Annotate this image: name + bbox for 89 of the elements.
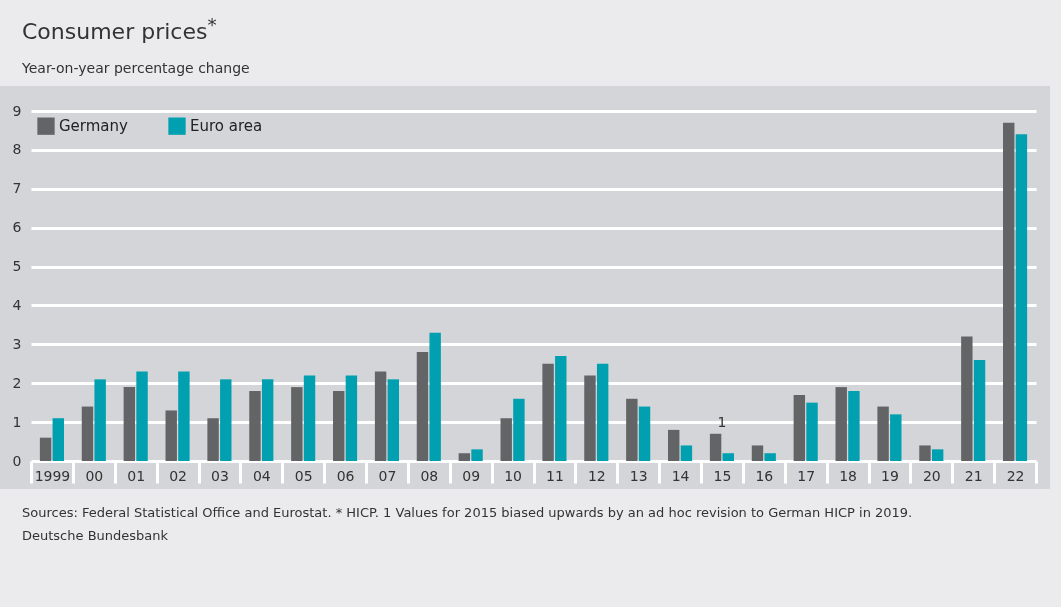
y-tick-label: 8 bbox=[12, 141, 22, 158]
x-tick-label: 09 bbox=[462, 467, 481, 484]
bar bbox=[513, 399, 525, 462]
bar bbox=[751, 445, 764, 462]
x-tick-label: 17 bbox=[797, 467, 816, 484]
bar bbox=[555, 356, 567, 462]
bar bbox=[249, 391, 261, 462]
bar bbox=[333, 391, 345, 462]
bar bbox=[416, 352, 429, 462]
bar bbox=[793, 395, 806, 462]
bar bbox=[291, 387, 303, 462]
bar bbox=[709, 434, 722, 462]
bar bbox=[596, 364, 609, 462]
bar bbox=[429, 332, 441, 462]
x-tick-label: 19 bbox=[881, 467, 899, 484]
x-tick-label: 16 bbox=[755, 467, 774, 484]
source-note: Sources: Federal Statistical Office and Eurostat. * HICP. 1 Values for 2015 biased upwards by an ad hoc revision to German HICP in 2019. bbox=[21, 504, 914, 521]
x-tick-label: 03 bbox=[211, 467, 229, 484]
y-tick-label: 7 bbox=[12, 180, 22, 197]
bar bbox=[220, 379, 232, 462]
bar bbox=[668, 430, 680, 462]
bar bbox=[1003, 122, 1015, 462]
bar bbox=[207, 418, 219, 462]
bar bbox=[123, 387, 136, 462]
x-tick-label: 20 bbox=[922, 467, 941, 484]
legend-label: Euro area bbox=[190, 117, 263, 136]
bar bbox=[458, 453, 471, 462]
legend-label: Germany bbox=[59, 117, 129, 136]
x-tick-label: 18 bbox=[839, 467, 857, 484]
bar bbox=[890, 414, 902, 462]
x-tick-label: 21 bbox=[964, 467, 983, 484]
bar bbox=[261, 379, 274, 462]
bar bbox=[806, 402, 818, 462]
bar bbox=[961, 336, 973, 462]
bar bbox=[94, 379, 106, 462]
bar bbox=[165, 410, 177, 462]
x-tick-label: 12 bbox=[587, 467, 606, 484]
x-tick-label: 04 bbox=[252, 467, 271, 484]
x-tick-label: 1999 bbox=[34, 467, 71, 484]
bar bbox=[52, 418, 64, 462]
x-tick-label: 02 bbox=[169, 467, 187, 484]
bar bbox=[81, 406, 94, 462]
x-tick-label: 01 bbox=[127, 467, 146, 484]
bar bbox=[584, 375, 596, 462]
annotation: 1 bbox=[717, 414, 727, 431]
y-tick-label: 9 bbox=[12, 102, 22, 119]
y-tick-label: 5 bbox=[12, 258, 22, 275]
bar bbox=[722, 453, 734, 462]
chart-title: Consumer prices$^{*}$ bbox=[21, 14, 218, 45]
bar bbox=[848, 391, 860, 462]
bar bbox=[626, 399, 638, 462]
bar bbox=[638, 406, 651, 462]
y-tick-label: 3 bbox=[12, 336, 22, 353]
bar bbox=[374, 371, 387, 462]
bar bbox=[835, 387, 847, 462]
x-tick-label: 15 bbox=[713, 467, 732, 484]
y-tick-label: 6 bbox=[12, 219, 22, 236]
bar bbox=[136, 371, 148, 462]
y-tick-label: 0 bbox=[12, 452, 22, 469]
bar bbox=[973, 360, 986, 462]
y-tick-label: 2 bbox=[12, 375, 22, 392]
x-tick-label: 08 bbox=[420, 467, 439, 484]
bar bbox=[877, 406, 889, 462]
bar bbox=[919, 445, 931, 462]
x-tick-label: 06 bbox=[336, 467, 355, 484]
x-tick-label: 00 bbox=[85, 467, 104, 484]
x-tick-label: 07 bbox=[378, 467, 397, 484]
bar bbox=[471, 449, 483, 462]
y-tick-label: 1 bbox=[12, 413, 22, 430]
x-tick-label: 13 bbox=[629, 467, 648, 484]
bar bbox=[39, 437, 52, 462]
bar bbox=[542, 364, 554, 462]
y-tick-label: 4 bbox=[12, 297, 22, 314]
x-tick-label: 22 bbox=[1006, 467, 1025, 484]
text: Deutsche Bundesbank bbox=[21, 527, 170, 544]
bar bbox=[345, 375, 358, 462]
bar bbox=[178, 371, 190, 462]
bar bbox=[680, 445, 693, 462]
chart-subtitle: Year-on-year percentage change bbox=[21, 59, 251, 77]
x-tick-label: 11 bbox=[546, 467, 564, 484]
bar bbox=[387, 379, 399, 462]
bar bbox=[1015, 134, 1028, 462]
x-tick-label: 10 bbox=[504, 467, 522, 484]
bar bbox=[764, 453, 776, 462]
bar bbox=[931, 449, 944, 462]
x-tick-label: 14 bbox=[671, 467, 690, 484]
x-tick-label: 05 bbox=[294, 467, 313, 484]
bar bbox=[303, 375, 316, 462]
bar bbox=[500, 418, 512, 462]
